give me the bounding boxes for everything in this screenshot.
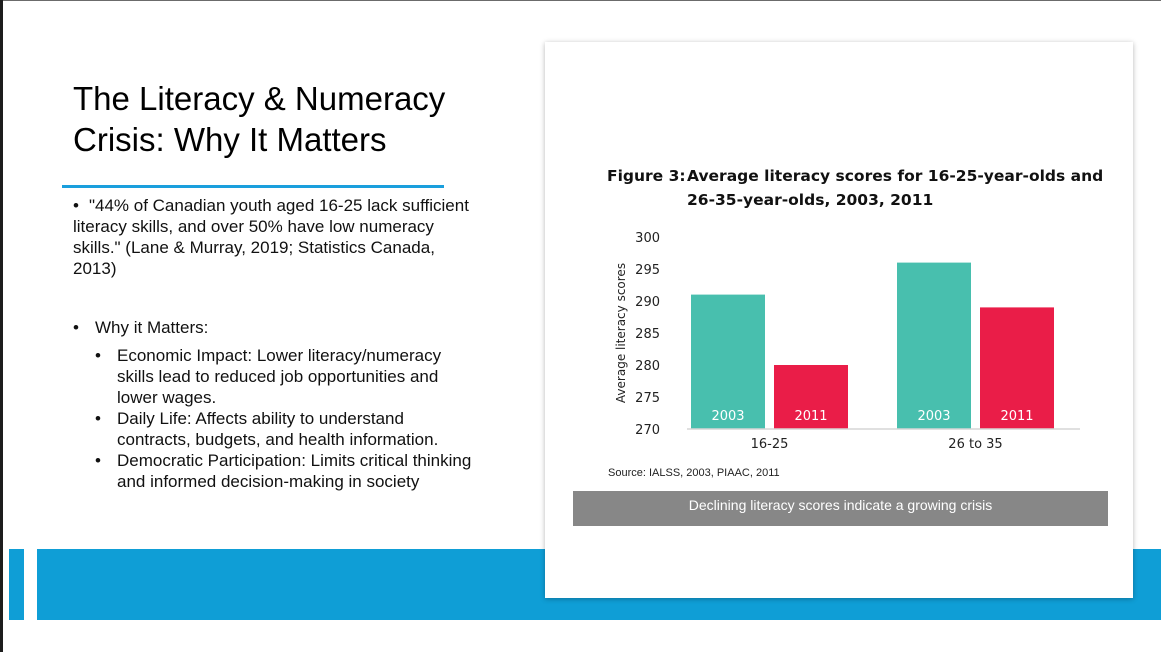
bar-16-25-2011 [774, 365, 848, 429]
bar-16-25-2003 [691, 294, 765, 429]
sub-bullet-economic: • Economic Impact: Lower literacy/numera… [95, 345, 473, 408]
why-bullet: • Why it Matters: [73, 317, 473, 338]
sub-bullet-daily-life: • Daily Life: Affects ability to underst… [95, 408, 473, 450]
why-heading: Why it Matters: [95, 318, 209, 337]
bullet-dot: • [95, 451, 101, 470]
bar-chart: 270 275 280 285 290 295 300 Average literacy sc… [614, 231, 1080, 452]
y-tick-label: 290 [635, 295, 660, 310]
chart-title: Figure 3: Average literacy scores for 16… [607, 164, 1107, 212]
bullet-dot: • [73, 196, 79, 215]
bullet-dot: • [95, 409, 101, 428]
bar-series-label: 2003 [917, 409, 950, 424]
y-tick-label: 285 [635, 327, 660, 342]
y-tick-label: 295 [635, 263, 660, 278]
bar-series-label: 2011 [794, 409, 827, 424]
y-tick-label: 300 [635, 231, 660, 246]
slide-title: The Literacy & Numeracy Crisis: Why It M… [73, 80, 446, 158]
title-underline [62, 185, 444, 188]
y-tick-label: 275 [635, 391, 660, 406]
sub-bullet-democratic: • Democratic Participation: Limits criti… [95, 450, 473, 492]
y-tick-label: 280 [635, 359, 660, 374]
x-category-label: 16-25 [751, 437, 789, 452]
sub-bullet-list: • Economic Impact: Lower literacy/numera… [95, 345, 473, 492]
footer-band-left [9, 549, 24, 620]
bullet-list: • "44% of Canadian youth aged 16-25 lack … [73, 195, 473, 492]
sub-bullet-text: Economic Impact: Lower literacy/numeracy… [117, 346, 442, 407]
figure-number: Figure 3: [607, 167, 686, 185]
bar-26-to-35-2003 [897, 262, 971, 429]
slide-left-border [0, 0, 3, 652]
figure-title-text: Average literacy scores for 16-25-year-o… [687, 167, 1104, 209]
bar-series-label: 2003 [711, 409, 744, 424]
chart-source: Source: IALSS, 2003, PIAAC, 2011 [608, 467, 780, 479]
quote-bullet: • "44% of Canadian youth aged 16-25 lack … [73, 195, 473, 279]
sub-bullet-text: Democratic Participation: Limits critica… [117, 451, 472, 491]
bullet-dot: • [95, 346, 101, 365]
x-category-label: 26 to 35 [948, 437, 1002, 452]
figure-card: Figure 3: Average literacy scores for 16… [545, 42, 1133, 598]
y-axis-label: Average literacy scores [614, 263, 628, 403]
bar-26-to-35-2011 [980, 307, 1054, 429]
caption-bar: Declining literacy scores indicate a gro… [573, 491, 1108, 526]
bullet-dot: • [73, 318, 79, 337]
quote-text: "44% of Canadian youth aged 16-25 lack s… [73, 196, 469, 278]
sub-bullet-text: Daily Life: Affects ability to understan… [117, 409, 439, 449]
slide-top-border [0, 0, 1161, 1]
bar-series-label: 2011 [1000, 409, 1033, 424]
y-tick-label: 270 [635, 423, 660, 438]
